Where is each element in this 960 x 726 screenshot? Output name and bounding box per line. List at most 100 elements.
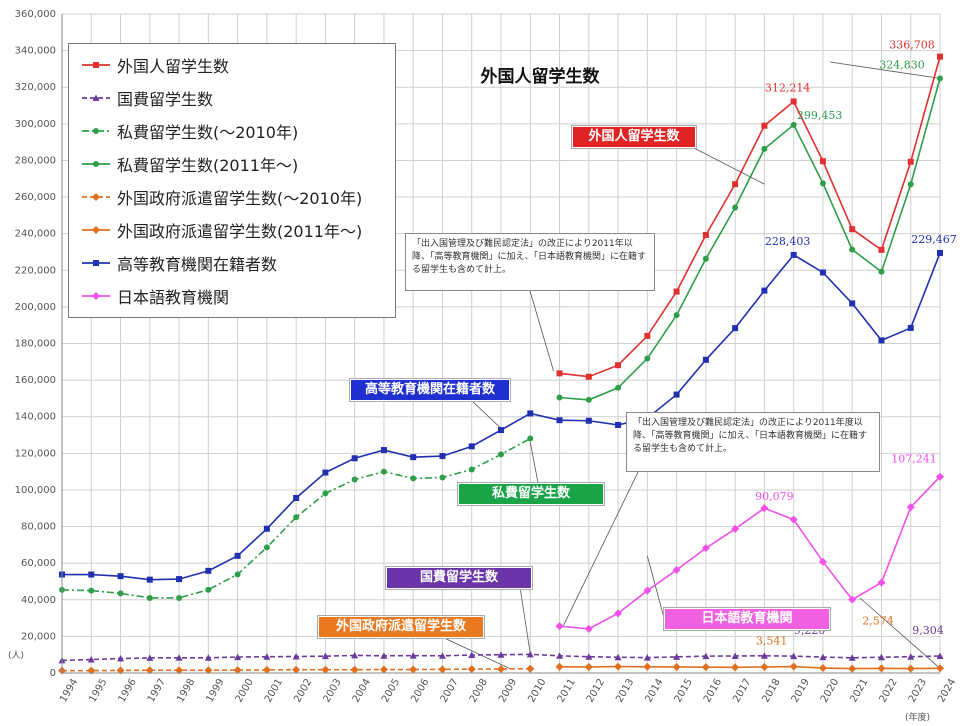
callout-foreign-government: 外国政府派遣留学生数 <box>318 616 484 638</box>
data-point <box>438 665 447 674</box>
data-point <box>907 653 915 660</box>
data-point <box>790 652 798 660</box>
x-tick-label: 2017 <box>731 677 753 705</box>
data-point <box>292 653 300 660</box>
y-tick-label: 60,000 <box>21 558 56 569</box>
data-label: 336,708 <box>889 39 935 52</box>
data-point <box>146 576 153 583</box>
data-point <box>410 475 417 482</box>
data-point <box>732 181 739 188</box>
x-tick-label: 1998 <box>175 677 197 705</box>
series-4 <box>58 664 535 675</box>
x-tick-label: 2015 <box>673 677 695 705</box>
data-point <box>672 565 681 574</box>
data-point <box>263 544 270 551</box>
x-tick-label: 2019 <box>790 677 812 705</box>
data-point <box>818 664 827 673</box>
series-layer <box>58 53 944 675</box>
data-point <box>789 515 798 524</box>
legend-item: 私費留学生数(〜2010年) <box>81 116 298 146</box>
x-tick-label: 2014 <box>643 677 665 705</box>
data-point <box>672 662 681 671</box>
x-tick-label: 1996 <box>117 677 139 705</box>
data-point <box>321 665 330 674</box>
data-label: 107,241 <box>891 453 937 466</box>
series-5 <box>555 662 944 673</box>
data-point <box>614 653 622 661</box>
data-point <box>849 246 856 253</box>
data-point <box>643 662 652 671</box>
data-point <box>497 664 505 673</box>
legend-item: 外国政府派遣留学生数(2011年〜) <box>81 215 362 245</box>
data-label: 9,304 <box>912 624 944 637</box>
legend-item: 外国人留学生数 <box>81 50 229 80</box>
data-labels: 312,214 336,708 299,453 324,830 228,403 229,4… <box>755 39 957 648</box>
legend-label: 日本語教育機関 <box>117 288 230 307</box>
data-point <box>205 567 212 574</box>
data-point <box>673 653 681 660</box>
data-point <box>907 324 914 331</box>
x-tick-label: 2009 <box>497 677 519 705</box>
data-point <box>527 435 534 442</box>
data-point <box>468 466 475 473</box>
data-label: 228,403 <box>765 235 811 248</box>
data-point <box>673 288 680 295</box>
x-tick-label: 2002 <box>292 677 314 705</box>
data-point <box>732 204 739 211</box>
note-2011-change-lower: 「出入国管理及び難民認定法」の改正により2011年度以降、「高等教育機関」に加え… <box>626 412 880 472</box>
data-point <box>555 662 564 671</box>
series-line <box>559 665 941 670</box>
data-point <box>760 662 769 671</box>
data-point <box>293 514 300 521</box>
callout-government-scholarship: 国費留学生数 <box>386 567 532 589</box>
data-point <box>644 332 651 339</box>
legend-swatch <box>82 226 110 234</box>
data-point <box>293 494 300 501</box>
series-1 <box>58 650 944 664</box>
data-point <box>556 652 564 659</box>
data-point <box>380 447 387 454</box>
y-tick-label: 100,000 <box>15 485 56 496</box>
x-tick-label: 1999 <box>204 677 226 705</box>
y-tick-label: 320,000 <box>15 82 56 93</box>
series-2 <box>59 435 534 601</box>
x-tick-label: 2011 <box>556 677 578 705</box>
data-point <box>146 654 154 661</box>
legend-marker <box>92 94 100 101</box>
y-tick-label: 220,000 <box>15 265 56 276</box>
x-tick-label: 2010 <box>526 677 548 705</box>
y-tick-label: 280,000 <box>15 155 56 166</box>
data-point <box>877 653 885 661</box>
data-point <box>907 158 914 165</box>
y-tick-label: 40,000 <box>21 595 56 606</box>
data-point <box>760 504 769 513</box>
x-tick-label: 2013 <box>614 677 636 705</box>
leader-line <box>439 635 511 670</box>
data-point <box>176 594 183 601</box>
data-point <box>526 650 534 658</box>
data-point <box>468 443 475 450</box>
y-tick-label: 260,000 <box>15 192 56 203</box>
data-point <box>731 663 740 672</box>
data-point <box>790 251 797 258</box>
data-point <box>615 384 622 391</box>
y-tick-label: 140,000 <box>15 412 56 423</box>
data-point <box>937 75 943 82</box>
data-point <box>789 662 798 671</box>
data-point <box>760 652 768 659</box>
data-label: 312,214 <box>765 81 811 94</box>
data-point <box>234 653 242 661</box>
y-unit-label: (人) <box>8 651 25 661</box>
data-point <box>848 595 857 604</box>
legend-marker <box>93 161 99 167</box>
data-point <box>878 337 885 344</box>
data-point <box>351 455 358 462</box>
data-point <box>468 651 476 659</box>
leader-lines <box>439 61 941 670</box>
data-point <box>849 226 856 233</box>
series-line <box>559 476 941 630</box>
data-point <box>409 665 418 674</box>
x-tick-label: 2012 <box>585 677 607 705</box>
legend-label: 外国人留学生数 <box>117 57 230 76</box>
legend-item: 高等教育機関在籍者数 <box>81 248 277 278</box>
